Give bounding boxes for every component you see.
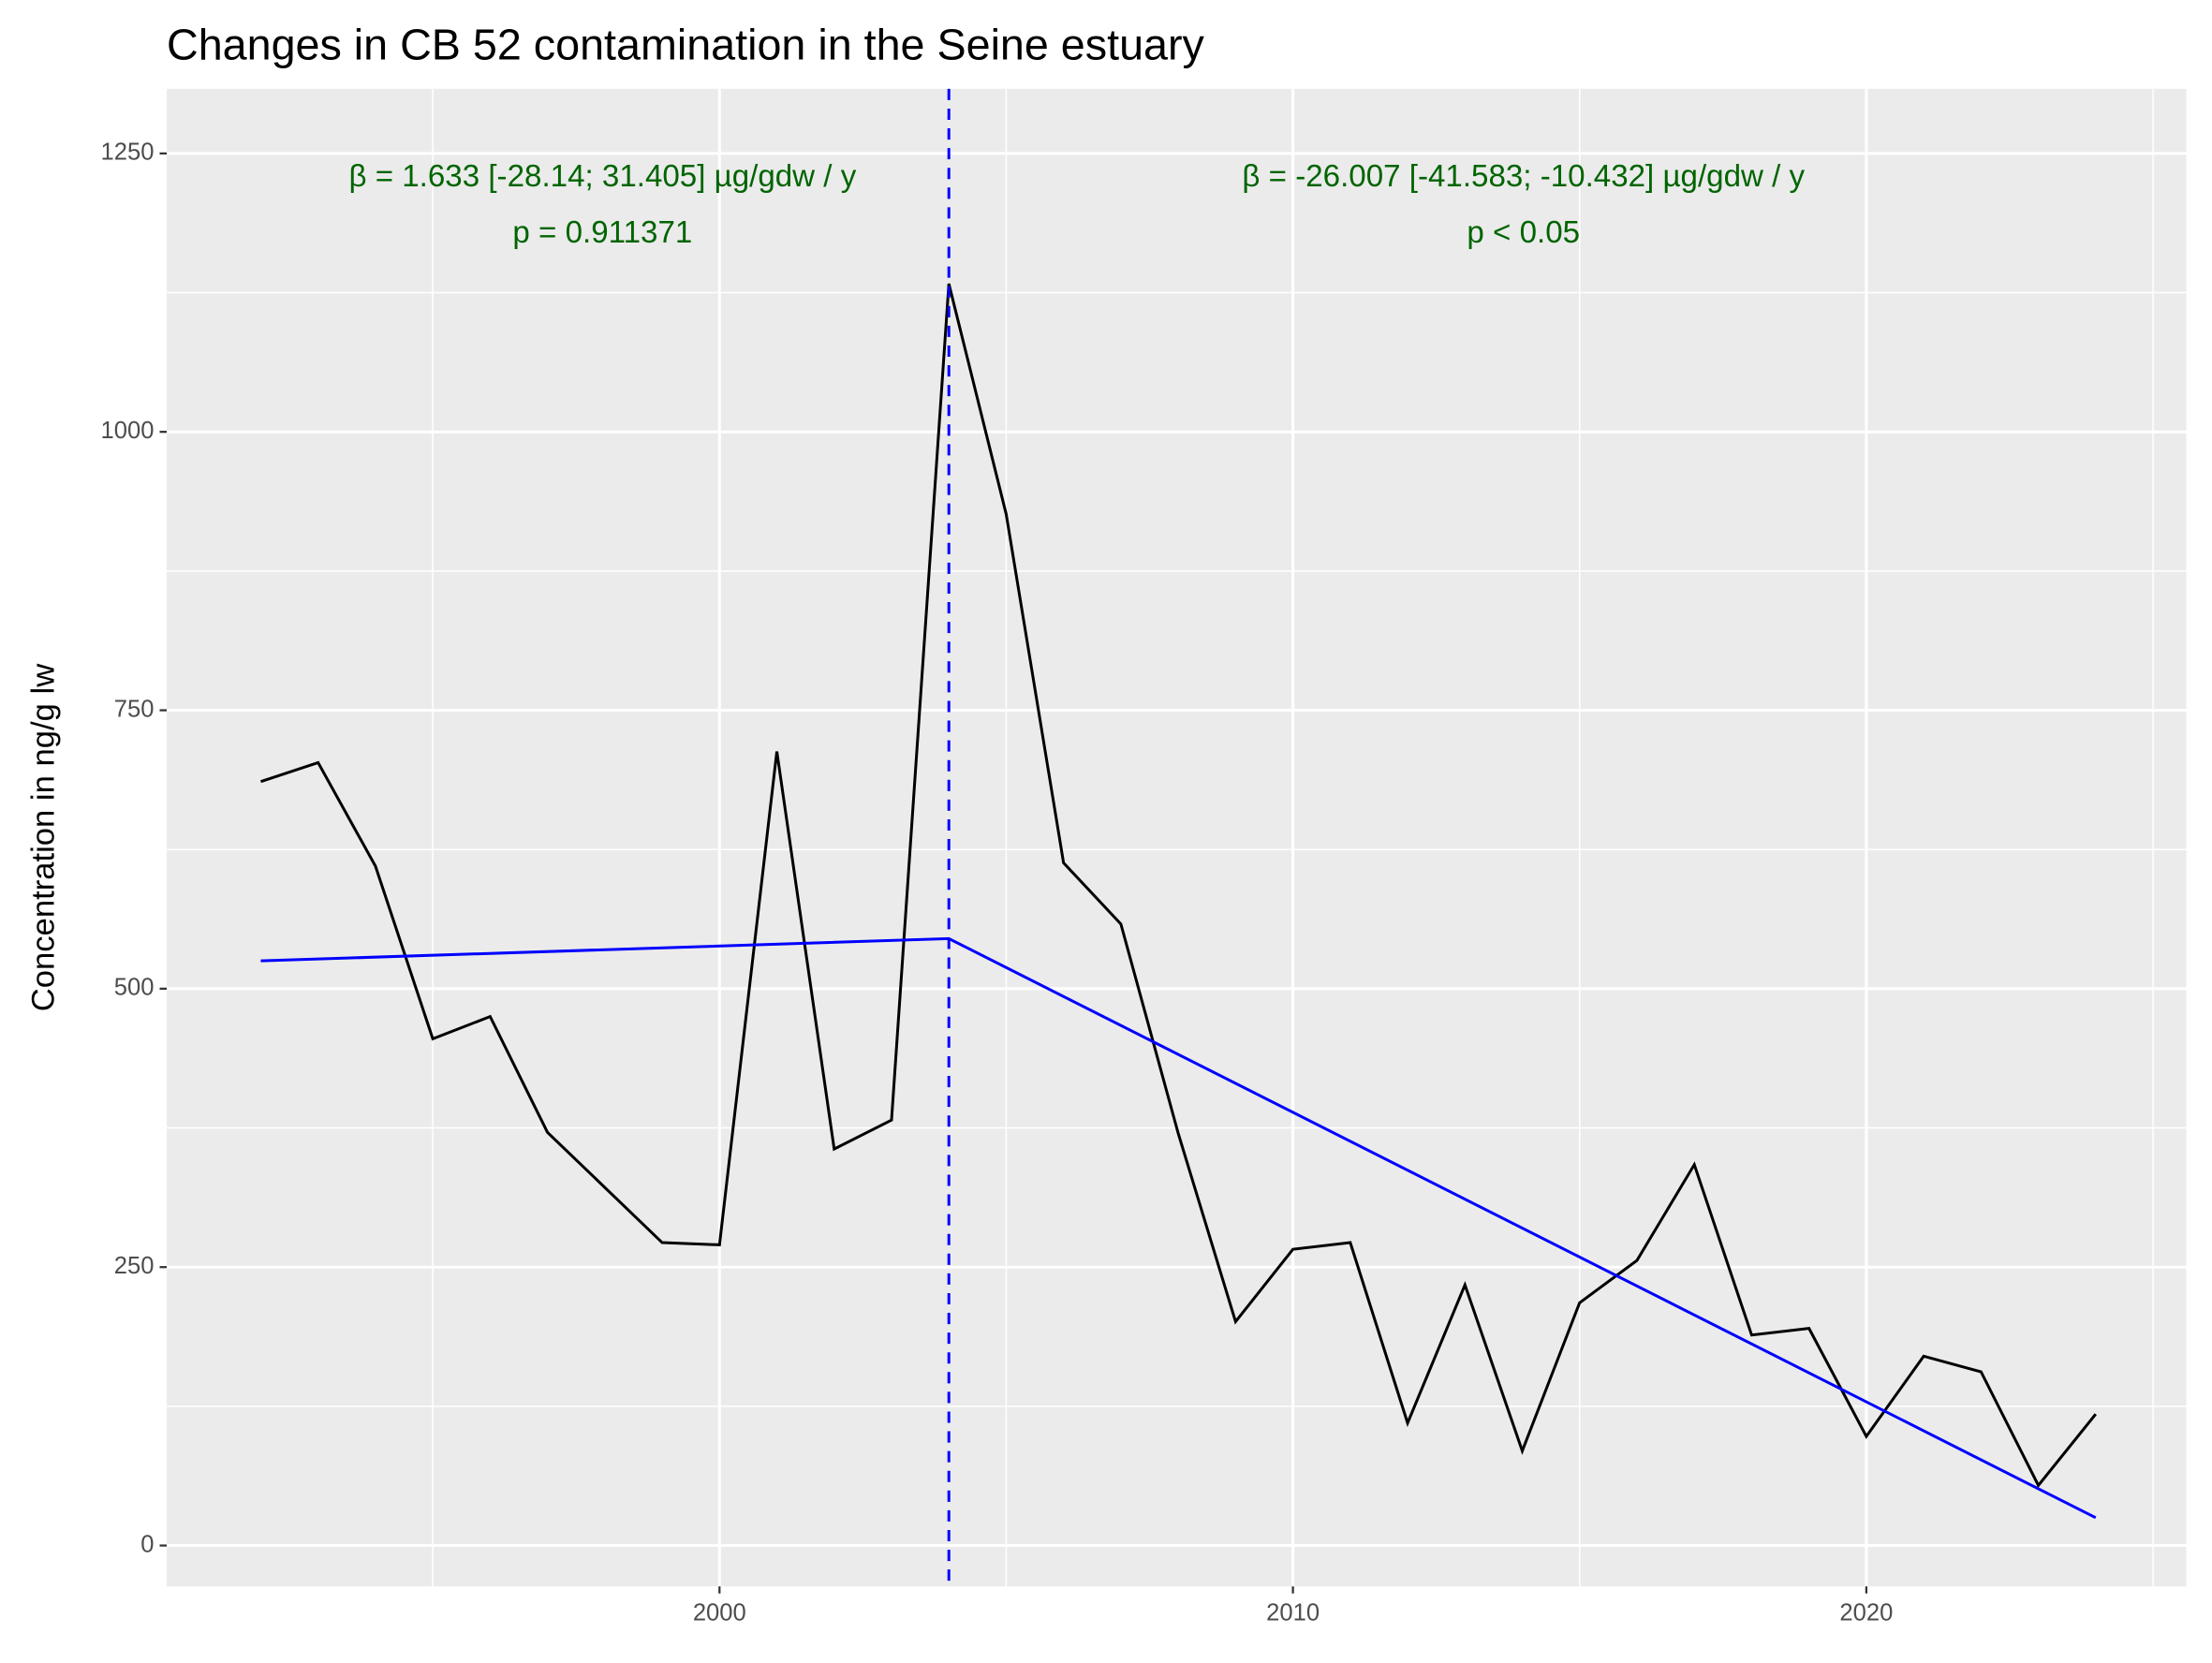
panel: [167, 88, 2187, 1587]
data-line: [259, 283, 2097, 1489]
y-tick-label: 250: [114, 1253, 155, 1279]
y-tick-label: 0: [140, 1531, 154, 1557]
y-tick-label: 1000: [101, 418, 155, 444]
chart-title: Changes in CB 52 contamination in the Se…: [167, 20, 1205, 68]
y-tick-label: 500: [114, 975, 155, 1001]
y-tick-label: 1250: [101, 140, 155, 166]
y-tick-label: 750: [114, 696, 155, 722]
x-tick-label: 2000: [693, 1599, 746, 1626]
annotation: β = -26.007 [-41.583; -10.432] µg/gdw / …: [1242, 159, 1805, 194]
annotation: β = 1.633 [-28.14; 31.405] µg/gdw / y: [348, 159, 856, 194]
annotation: p < 0.05: [1467, 215, 1580, 250]
x-tick-label: 2020: [1839, 1599, 1893, 1626]
annotation: p = 0.911371: [512, 215, 692, 250]
x-tick-label: 2010: [1266, 1599, 1320, 1626]
y-axis-title: Concentration in ng/g lw: [26, 663, 62, 1011]
